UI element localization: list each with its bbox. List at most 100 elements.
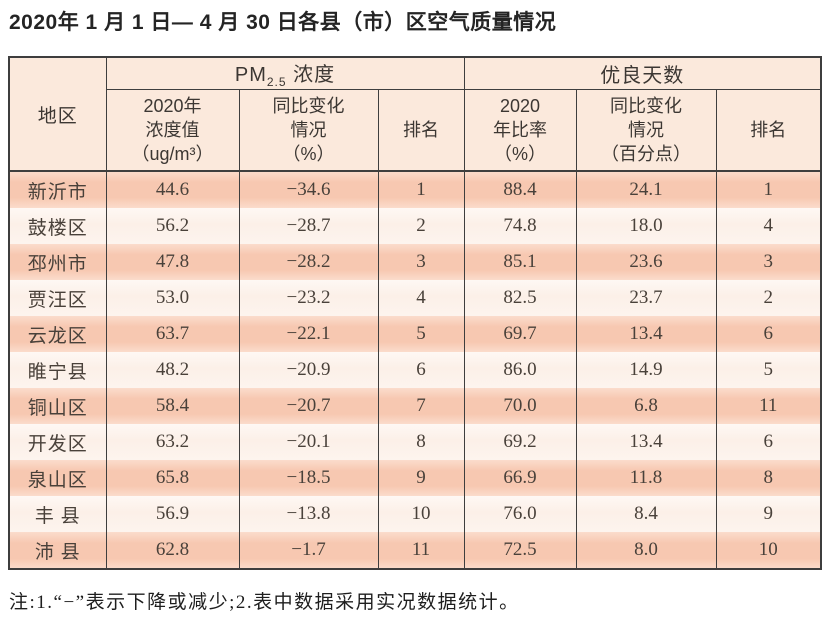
col-header-good-change: 同比变化 情况 （百分点） bbox=[575, 89, 717, 172]
good-rank-cell: 8 bbox=[715, 460, 822, 497]
region-cell: 铜山区 bbox=[8, 388, 107, 425]
pm-change-cell: −18.5 bbox=[238, 460, 379, 497]
pm-value-cell: 56.2 bbox=[105, 208, 240, 245]
good-change-cell: 6.8 bbox=[575, 388, 717, 425]
pm-value-cell: 48.2 bbox=[105, 352, 240, 389]
pm-change-cell: −1.7 bbox=[238, 532, 379, 570]
pm25-label-prefix: PM bbox=[234, 64, 267, 87]
pm-value-cell: 47.8 bbox=[105, 244, 240, 281]
footnote: 注:1.“−”表示下降或减少;2.表中数据采用实况数据统计。 bbox=[9, 592, 520, 614]
table-row: 云龙区 63.7 −22.1 5 69.7 13.4 6 bbox=[8, 316, 822, 353]
good-change-cell: 18.0 bbox=[575, 208, 717, 245]
air-quality-table: 地区 PM2.5 浓度 优良天数 2020年 浓度值 （ug/m³） 同比变化 … bbox=[8, 56, 823, 571]
pm-rank-cell: 5 bbox=[377, 316, 465, 353]
region-cell: 云龙区 bbox=[8, 316, 107, 353]
col-header-pm-value: 2020年 浓度值 （ug/m³） bbox=[105, 89, 240, 172]
good-ratio-cell: 86.0 bbox=[463, 352, 577, 389]
good-rank-cell: 1 bbox=[715, 171, 822, 209]
header-sub-row: 2020年 浓度值 （ug/m³） 同比变化 情况 （%） 排名 2020 年比… bbox=[9, 89, 822, 172]
table-row: 铜山区 58.4 −20.7 7 70.0 6.8 11 bbox=[8, 388, 822, 425]
good-rank-cell: 4 bbox=[715, 208, 822, 245]
pm-change-cell: −20.9 bbox=[238, 352, 379, 389]
pm-rank-cell: 7 bbox=[377, 388, 465, 425]
pm25-label-subscript: 2.5 bbox=[266, 75, 287, 90]
region-cell: 鼓楼区 bbox=[8, 208, 107, 245]
good-ratio-cell: 85.1 bbox=[463, 244, 577, 281]
table-row: 新沂市 44.6 −34.6 1 88.4 24.1 1 bbox=[8, 171, 822, 209]
good-change-cell: 11.8 bbox=[575, 460, 717, 497]
good-change-cell: 14.9 bbox=[575, 352, 717, 389]
good-ratio-cell: 72.5 bbox=[463, 532, 577, 570]
col-group-pm25: PM2.5 浓度 bbox=[105, 57, 465, 91]
pm-rank-cell: 10 bbox=[377, 496, 465, 533]
table-row: 鼓楼区 56.2 −28.7 2 74.8 18.0 4 bbox=[8, 208, 822, 245]
pm-value-cell: 62.8 bbox=[105, 532, 240, 570]
pm-rank-cell: 8 bbox=[377, 424, 465, 461]
pm25-label-suffix: 浓度 bbox=[286, 64, 336, 87]
good-change-cell: 8.4 bbox=[575, 496, 717, 533]
pm-value-cell: 65.8 bbox=[105, 460, 240, 497]
pm-rank-cell: 11 bbox=[377, 532, 465, 570]
pm-value-cell: 63.2 bbox=[105, 424, 240, 461]
pm-change-cell: −23.2 bbox=[238, 280, 379, 317]
good-ratio-cell: 66.9 bbox=[463, 460, 577, 497]
col-header-good-ratio: 2020 年比率 （%） bbox=[463, 89, 577, 172]
pm-change-cell: −28.2 bbox=[238, 244, 379, 281]
table-body: 新沂市 44.6 −34.6 1 88.4 24.1 1 鼓楼区 56.2 −2… bbox=[8, 171, 822, 570]
pm-rank-cell: 3 bbox=[377, 244, 465, 281]
good-ratio-cell: 74.8 bbox=[463, 208, 577, 245]
header-group-row: 地区 PM2.5 浓度 优良天数 bbox=[8, 57, 822, 172]
region-cell: 丰 县 bbox=[8, 496, 107, 533]
good-change-cell: 24.1 bbox=[575, 171, 717, 209]
good-ratio-cell: 76.0 bbox=[463, 496, 577, 533]
pm-rank-cell: 2 bbox=[377, 208, 465, 245]
good-rank-cell: 10 bbox=[715, 532, 822, 570]
good-rank-cell: 5 bbox=[715, 352, 822, 389]
table-row: 邳州市 47.8 −28.2 3 85.1 23.6 3 bbox=[8, 244, 822, 281]
col-header-pm-change: 同比变化 情况 （%） bbox=[238, 89, 379, 172]
pm-rank-cell: 4 bbox=[377, 280, 465, 317]
table-row: 丰 县 56.9 −13.8 10 76.0 8.4 9 bbox=[8, 496, 822, 533]
good-ratio-cell: 70.0 bbox=[463, 388, 577, 425]
good-rank-cell: 3 bbox=[715, 244, 822, 281]
col-header-region: 地区 bbox=[8, 57, 107, 172]
pm-value-cell: 58.4 bbox=[105, 388, 240, 425]
table-row: 泉山区 65.8 −18.5 9 66.9 11.8 8 bbox=[8, 460, 822, 497]
region-cell: 新沂市 bbox=[8, 171, 107, 209]
col-group-good-days: 优良天数 bbox=[463, 57, 822, 91]
good-change-cell: 23.7 bbox=[575, 280, 717, 317]
region-cell: 沛 县 bbox=[8, 532, 107, 570]
table-header: 地区 PM2.5 浓度 优良天数 2020年 浓度值 （ug/m³） 同比变化 … bbox=[8, 57, 822, 172]
region-cell: 泉山区 bbox=[8, 460, 107, 497]
good-rank-cell: 6 bbox=[715, 316, 822, 353]
good-rank-cell: 2 bbox=[715, 280, 822, 317]
article-page: 2020年 1 月 1 日— 4 月 30 日各县（市）区空气质量情况 地区 P… bbox=[0, 9, 825, 629]
good-change-cell: 8.0 bbox=[575, 532, 717, 570]
table-row: 睢宁县 48.2 −20.9 6 86.0 14.9 5 bbox=[8, 352, 822, 389]
pm-rank-cell: 1 bbox=[377, 171, 465, 209]
good-ratio-cell: 69.2 bbox=[463, 424, 577, 461]
good-ratio-cell: 82.5 bbox=[463, 280, 577, 317]
pm-change-cell: −28.7 bbox=[238, 208, 379, 245]
pm-change-cell: −13.8 bbox=[238, 496, 379, 533]
good-change-cell: 13.4 bbox=[575, 316, 717, 353]
pm-change-cell: −22.1 bbox=[238, 316, 379, 353]
col-header-pm-rank: 排名 bbox=[377, 89, 465, 172]
page-title: 2020年 1 月 1 日— 4 月 30 日各县（市）区空气质量情况 bbox=[9, 11, 557, 34]
pm-value-cell: 44.6 bbox=[105, 171, 240, 209]
region-cell: 邳州市 bbox=[8, 244, 107, 281]
pm-rank-cell: 9 bbox=[377, 460, 465, 497]
good-rank-cell: 9 bbox=[715, 496, 822, 533]
pm-change-cell: −34.6 bbox=[238, 171, 379, 209]
table-row: 开发区 63.2 −20.1 8 69.2 13.4 6 bbox=[8, 424, 822, 461]
pm-value-cell: 53.0 bbox=[105, 280, 240, 317]
table-row: 沛 县 62.8 −1.7 11 72.5 8.0 10 bbox=[8, 532, 822, 570]
good-change-cell: 13.4 bbox=[575, 424, 717, 461]
good-change-cell: 23.6 bbox=[575, 244, 717, 281]
pm-rank-cell: 6 bbox=[377, 352, 465, 389]
pm-value-cell: 56.9 bbox=[105, 496, 240, 533]
good-ratio-cell: 69.7 bbox=[463, 316, 577, 353]
table-row: 贾汪区 53.0 −23.2 4 82.5 23.7 2 bbox=[8, 280, 822, 317]
region-cell: 睢宁县 bbox=[8, 352, 107, 389]
good-ratio-cell: 88.4 bbox=[463, 171, 577, 209]
